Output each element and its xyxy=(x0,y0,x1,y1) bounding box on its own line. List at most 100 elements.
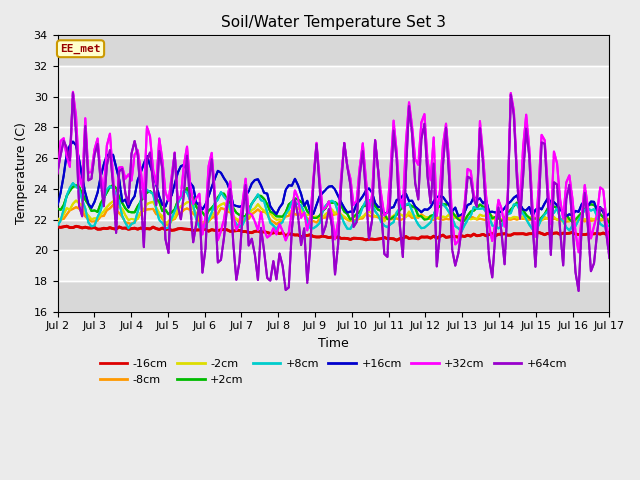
+64cm xyxy=(605,255,613,261)
+2cm xyxy=(266,209,274,215)
+32cm xyxy=(54,170,61,176)
-8cm xyxy=(605,217,613,223)
+32cm xyxy=(593,211,601,217)
-16cm xyxy=(63,223,70,229)
+16cm xyxy=(122,197,129,203)
+16cm xyxy=(69,139,77,144)
+32cm xyxy=(63,154,70,160)
+32cm xyxy=(547,221,555,227)
-16cm xyxy=(605,229,613,235)
Line: -8cm: -8cm xyxy=(58,205,609,226)
Bar xyxy=(58,189,609,219)
+2cm xyxy=(54,205,61,211)
Bar xyxy=(58,219,609,250)
+2cm xyxy=(171,206,179,212)
X-axis label: Time: Time xyxy=(318,337,349,350)
Y-axis label: Temperature (C): Temperature (C) xyxy=(15,122,28,225)
-8cm xyxy=(593,216,601,222)
+32cm xyxy=(69,89,77,95)
+64cm xyxy=(593,230,601,236)
+16cm xyxy=(454,214,462,219)
-2cm xyxy=(605,217,613,223)
+8cm xyxy=(69,180,77,186)
-8cm xyxy=(550,216,558,221)
Line: +64cm: +64cm xyxy=(58,93,609,291)
+64cm xyxy=(63,145,70,151)
+16cm xyxy=(550,199,558,205)
+32cm xyxy=(575,250,582,255)
-2cm xyxy=(593,215,601,220)
Bar xyxy=(58,281,609,312)
+8cm xyxy=(122,220,129,226)
Bar xyxy=(58,36,609,66)
Title: Soil/Water Temperature Set 3: Soil/Water Temperature Set 3 xyxy=(221,15,446,30)
Line: +8cm: +8cm xyxy=(58,183,609,231)
+2cm xyxy=(590,202,598,208)
+8cm xyxy=(171,208,179,214)
+16cm xyxy=(63,151,70,156)
+8cm xyxy=(593,214,601,219)
+8cm xyxy=(605,223,613,229)
Line: +2cm: +2cm xyxy=(58,185,609,223)
Line: -16cm: -16cm xyxy=(58,226,609,240)
+64cm xyxy=(547,252,555,258)
+64cm xyxy=(575,288,582,294)
Bar xyxy=(58,128,609,158)
Bar xyxy=(58,158,609,189)
+32cm xyxy=(266,232,274,238)
+2cm xyxy=(547,201,555,206)
+16cm xyxy=(605,211,613,216)
-2cm xyxy=(63,205,70,211)
-16cm xyxy=(266,230,274,236)
Bar xyxy=(58,66,609,97)
-16cm xyxy=(171,227,179,233)
-2cm xyxy=(550,214,558,220)
+32cm xyxy=(171,150,179,156)
-2cm xyxy=(54,216,61,221)
+16cm xyxy=(593,208,601,214)
Bar xyxy=(58,97,609,128)
Line: +16cm: +16cm xyxy=(58,142,609,216)
Line: +32cm: +32cm xyxy=(58,92,609,252)
-8cm xyxy=(174,211,182,216)
-16cm xyxy=(66,225,74,230)
+2cm xyxy=(109,182,117,188)
-2cm xyxy=(162,221,170,227)
-16cm xyxy=(393,237,401,243)
+2cm xyxy=(63,193,70,199)
-16cm xyxy=(122,225,129,231)
Text: EE_met: EE_met xyxy=(60,44,100,54)
+64cm xyxy=(69,90,77,96)
+8cm xyxy=(266,220,274,226)
+8cm xyxy=(550,210,558,216)
-16cm xyxy=(550,230,558,236)
Bar xyxy=(58,250,609,281)
-8cm xyxy=(54,219,61,225)
-2cm xyxy=(72,198,80,204)
+2cm xyxy=(605,220,613,226)
+64cm xyxy=(54,169,61,175)
+32cm xyxy=(605,247,613,253)
-8cm xyxy=(122,219,129,225)
-8cm xyxy=(269,219,277,225)
+64cm xyxy=(171,150,179,156)
-2cm xyxy=(269,214,277,220)
+16cm xyxy=(54,203,61,208)
Legend: -16cm, -8cm, -2cm, +2cm, +8cm, +16cm, +32cm, +64cm: -16cm, -8cm, -2cm, +2cm, +8cm, +16cm, +3… xyxy=(95,354,572,389)
-8cm xyxy=(109,202,117,208)
+64cm xyxy=(266,278,274,284)
-2cm xyxy=(174,207,182,213)
+8cm xyxy=(63,192,70,198)
+8cm xyxy=(458,228,465,234)
-8cm xyxy=(164,223,172,228)
-2cm xyxy=(122,212,129,218)
+2cm xyxy=(122,205,129,211)
+16cm xyxy=(171,181,179,187)
-16cm xyxy=(54,224,61,230)
-8cm xyxy=(63,212,70,217)
+64cm xyxy=(122,191,129,196)
+8cm xyxy=(54,223,61,228)
-16cm xyxy=(593,230,601,236)
+32cm xyxy=(122,176,129,181)
+16cm xyxy=(266,204,274,209)
